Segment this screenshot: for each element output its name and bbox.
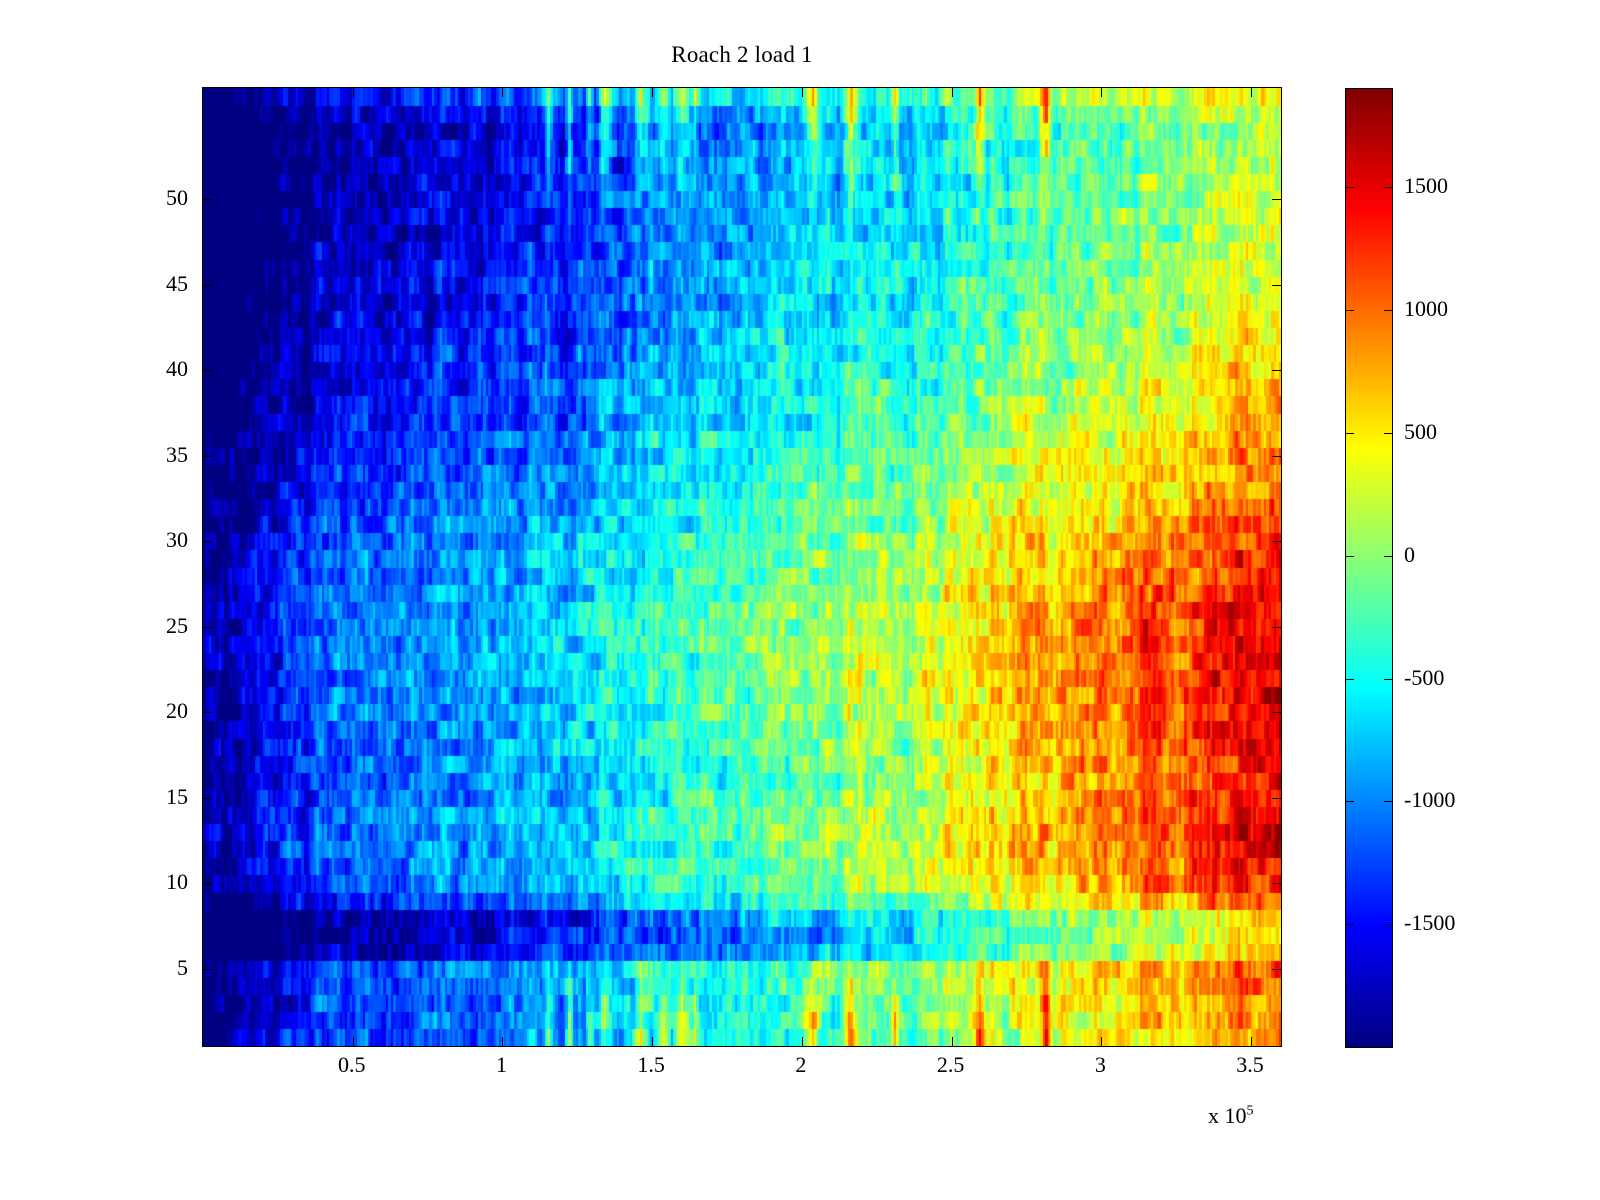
x-tick-mark (1251, 88, 1253, 97)
y-tick-mark (1272, 455, 1281, 457)
colorbar-tick-mark (1346, 924, 1354, 926)
x-axis-exponent-power: 5 (1246, 1103, 1254, 1119)
y-tick-mark (203, 541, 212, 543)
x-tick-mark (352, 1037, 354, 1046)
y-tick-mark (203, 797, 212, 799)
x-tick-label: 2 (795, 1052, 807, 1077)
colorbar-tick-mark (1384, 678, 1392, 680)
y-tick-mark (1272, 969, 1281, 971)
colorbar-tick-mark (1346, 432, 1354, 434)
x-tick-label: 3.5 (1236, 1052, 1264, 1077)
x-tick-mark (1101, 1037, 1103, 1046)
colorbar-tick-mark (1384, 801, 1392, 803)
colorbar-tick-mark (1384, 924, 1392, 926)
colorbar-tick-label: 1000 (1404, 296, 1448, 322)
x-tick-mark (352, 88, 354, 97)
y-tick-mark (203, 455, 212, 457)
x-tick-mark (652, 1037, 654, 1046)
y-tick-mark (1272, 626, 1281, 628)
colorbar[interactable] (1345, 88, 1393, 1048)
colorbar-tick-mark (1346, 801, 1354, 803)
page-title: Roach 2 load 1 (671, 42, 813, 67)
x-tick-label: 1.5 (637, 1052, 665, 1077)
colorbar-tick-label: 500 (1404, 418, 1437, 444)
heatmap-axes[interactable] (202, 87, 1282, 1047)
x-tick-mark (1251, 1037, 1253, 1046)
colorbar-tick-label: -500 (1404, 664, 1445, 690)
y-tick-mark (1272, 541, 1281, 543)
x-tick-label: 1 (495, 1052, 507, 1077)
x-axis-exponent-base: x 10 (1208, 1103, 1247, 1128)
x-tick-label: 2.5 (936, 1052, 965, 1077)
colorbar-tick-mark (1384, 555, 1392, 557)
y-tick-mark (203, 969, 212, 971)
colorbar-tick-mark (1384, 310, 1392, 312)
y-tick-mark (203, 883, 212, 885)
y-tick-mark (203, 712, 212, 714)
y-tick-mark (1272, 797, 1281, 799)
x-tick-mark (652, 88, 654, 97)
y-tick-label: 5 (177, 955, 188, 981)
colorbar-tick-mark (1346, 678, 1354, 680)
y-tick-label: 30 (166, 527, 188, 553)
x-axis-exponent-label: x 105 (1208, 1103, 1254, 1129)
x-tick-mark (1101, 88, 1103, 97)
heatmap-image[interactable] (203, 88, 1281, 1046)
colorbar-tick-mark (1346, 555, 1354, 557)
y-tick-mark (1272, 712, 1281, 714)
x-tick-label: 0.5 (337, 1052, 366, 1077)
colorbar-tick-label: -1500 (1404, 910, 1456, 936)
colorbar-tick-mark (1384, 187, 1392, 189)
x-tick-mark (951, 88, 953, 97)
y-tick-mark (1272, 883, 1281, 885)
colorbar-tick-mark (1346, 310, 1354, 312)
y-tick-label: 40 (166, 356, 188, 382)
y-tick-mark (1272, 284, 1281, 286)
y-tick-mark (203, 626, 212, 628)
colorbar-tick-label: -1000 (1404, 787, 1456, 813)
y-tick-mark (203, 370, 212, 372)
y-tick-mark (203, 284, 212, 286)
y-tick-label: 35 (166, 441, 188, 467)
x-tick-label: 3 (1094, 1052, 1106, 1077)
y-tick-mark (1272, 370, 1281, 372)
x-tick-mark (801, 88, 803, 97)
x-tick-mark (801, 1037, 803, 1046)
y-tick-label: 10 (166, 869, 188, 895)
y-tick-label: 45 (166, 270, 188, 296)
y-tick-label: 15 (166, 783, 188, 809)
y-tick-mark (203, 199, 212, 201)
y-tick-label: 20 (166, 698, 188, 724)
colorbar-gradient[interactable] (1346, 89, 1392, 1047)
y-tick-label: 50 (166, 185, 188, 211)
y-tick-label: 25 (166, 612, 188, 638)
x-tick-mark (502, 88, 504, 97)
x-tick-mark (502, 1037, 504, 1046)
colorbar-tick-mark (1384, 432, 1392, 434)
colorbar-tick-mark (1346, 187, 1354, 189)
y-tick-mark (1272, 199, 1281, 201)
colorbar-tick-label: 1500 (1404, 173, 1448, 199)
x-tick-mark (951, 1037, 953, 1046)
colorbar-tick-label: 0 (1404, 541, 1415, 567)
